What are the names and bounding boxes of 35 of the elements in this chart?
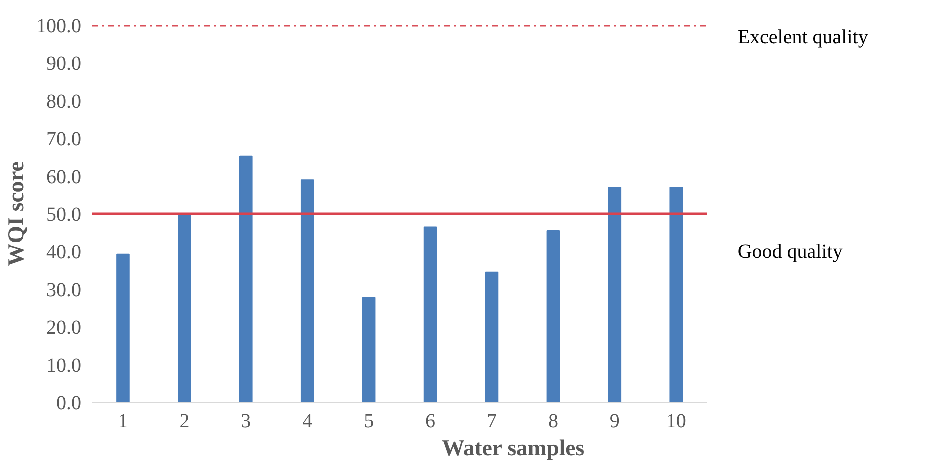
bar <box>608 187 622 402</box>
x-tick-label: 9 <box>610 410 620 432</box>
y-tick-label: 10.0 <box>46 354 82 377</box>
bar <box>485 272 499 402</box>
bar <box>116 254 130 402</box>
x-tick-label: 4 <box>302 410 313 432</box>
ref-line-label: Good quality <box>738 241 843 263</box>
y-tick-label: 70.0 <box>46 128 82 151</box>
x-tick-label: 2 <box>180 410 190 432</box>
y-tick-label: 0.0 <box>56 392 82 414</box>
y-tick-label: 60.0 <box>46 166 82 188</box>
y-axis-title: WQI score <box>4 162 28 266</box>
x-tick-label: 3 <box>241 410 252 432</box>
y-tick-label: 80.0 <box>46 90 82 113</box>
y-tick-label: 40.0 <box>46 242 82 264</box>
x-axis-title: Water samples <box>442 436 585 460</box>
x-tick-label: 5 <box>364 410 374 432</box>
y-tick-label: 90.0 <box>46 53 82 76</box>
y-tick-label: 50.0 <box>46 204 82 226</box>
x-tick-label: 7 <box>486 410 497 432</box>
x-tick-label: 10 <box>666 410 686 432</box>
x-tick-label: 8 <box>548 410 558 432</box>
bar <box>670 187 684 402</box>
bar <box>300 180 314 402</box>
bar <box>362 297 376 402</box>
bar <box>424 226 438 402</box>
bar <box>240 156 253 402</box>
y-tick-label: 20.0 <box>46 317 82 340</box>
bar <box>178 215 192 402</box>
x-tick-label: 1 <box>118 410 128 432</box>
bar <box>546 230 560 402</box>
x-tick-label: 6 <box>426 410 436 432</box>
y-tick-label: 30.0 <box>46 279 82 302</box>
y-tick-label: 100.0 <box>36 16 82 38</box>
ref-line-label: Excelent quality <box>738 26 868 48</box>
